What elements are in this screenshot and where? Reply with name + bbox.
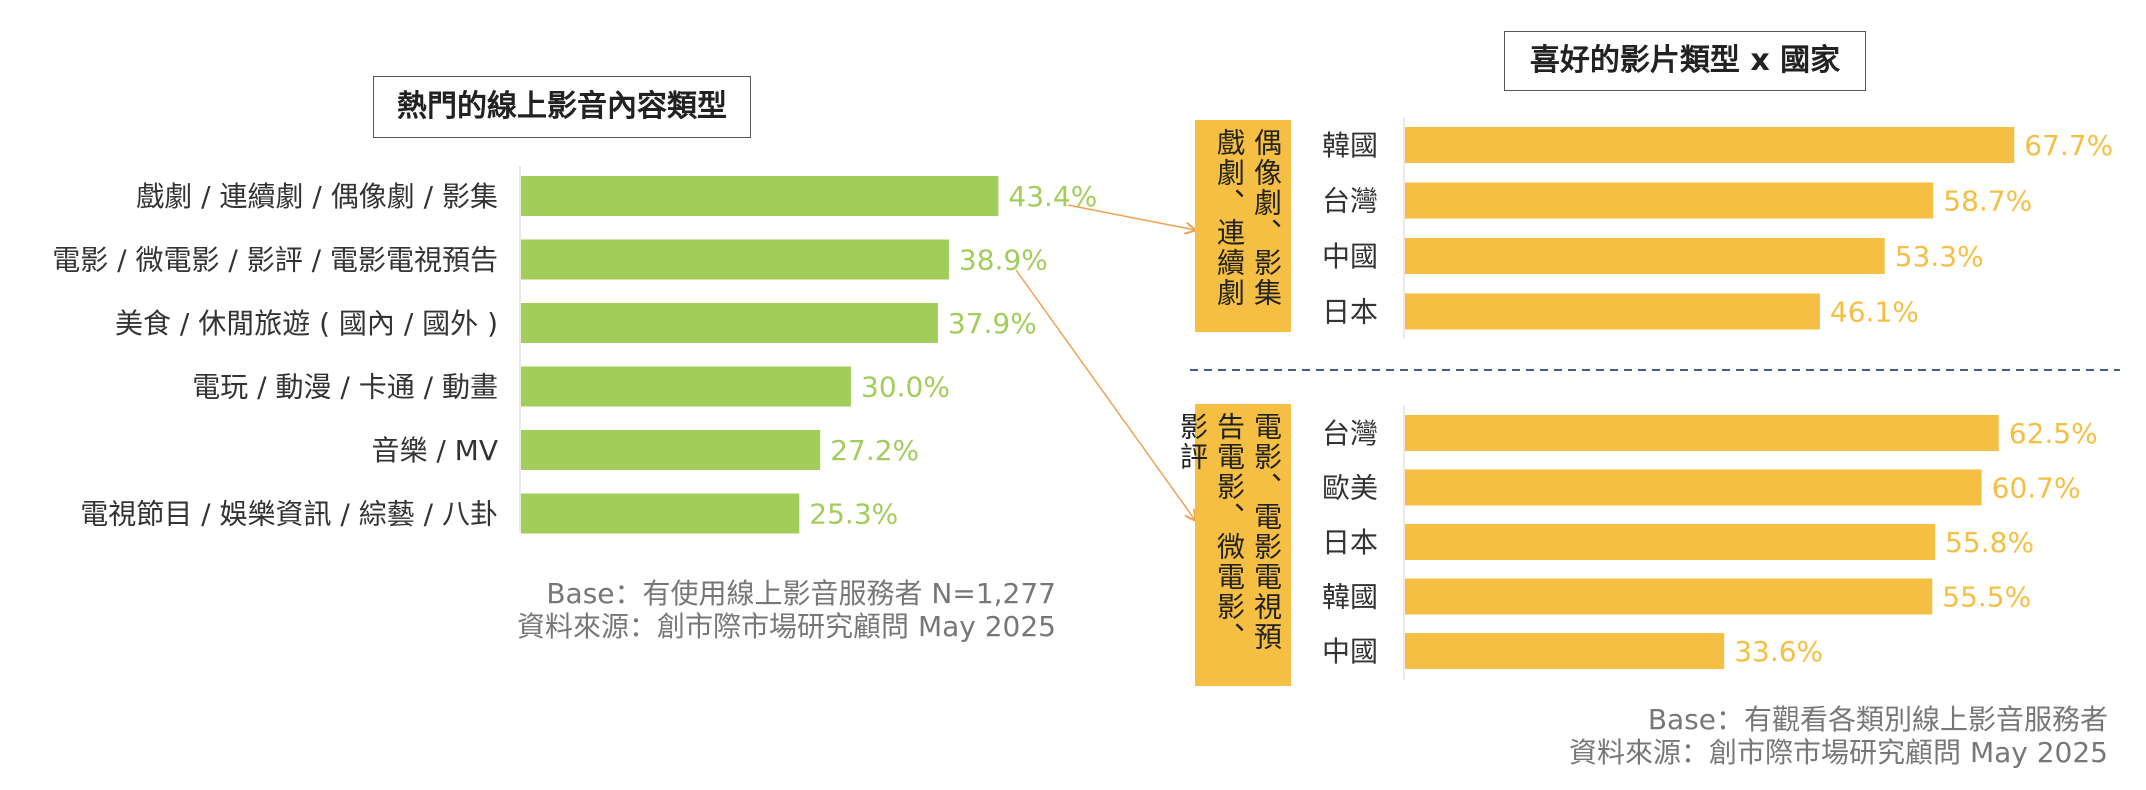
movie-bar <box>1405 469 1982 506</box>
left-bar <box>521 303 938 343</box>
movie-bar <box>1405 415 1999 451</box>
movie-bar <box>1405 633 1725 669</box>
left-bar <box>521 493 800 534</box>
group-label-drama: 偶像劇、影集戲劇、連續劇 <box>1195 120 1291 332</box>
left-category-label: 電視節目 / 娛樂資訊 / 綜藝 / 八卦 <box>80 498 498 531</box>
group-label-movie: 電影、電影電視預告電影、微電影、影評 <box>1176 404 1291 686</box>
movie-value-label: 55.5% <box>1942 581 2031 614</box>
drama-bar <box>1405 293 1820 330</box>
left-bar <box>521 366 851 407</box>
left-category-label: 美食 / 休閒旅遊 ( 國內 / 國外 ) <box>115 307 498 340</box>
connector-arrow-movie <box>1015 269 1195 520</box>
left-category-label: 電影 / 微電影 / 影評 / 電影電視預告 <box>52 244 498 277</box>
movie-bar <box>1405 524 1936 560</box>
drama-value-label: 53.3% <box>1895 240 1984 273</box>
drama-bar <box>1405 127 2015 163</box>
drama-category-label: 台灣 <box>1322 185 1378 218</box>
movie-category-label: 台灣 <box>1322 417 1378 450</box>
movie-value-label: 55.8% <box>1945 526 2034 559</box>
left-category-label: 音樂 / MV <box>371 434 498 467</box>
movie-value-label: 62.5% <box>2009 417 2098 450</box>
drama-bar <box>1405 182 1934 219</box>
left-chart-title: 熱門的線上影音內容類型 <box>373 76 751 138</box>
drama-value-label: 67.7% <box>2024 129 2113 162</box>
movie-bar <box>1405 578 1933 615</box>
connector-arrow-drama <box>1067 204 1195 230</box>
drama-category-label: 韓國 <box>1322 129 1378 162</box>
movie-category-label: 韓國 <box>1322 581 1378 614</box>
left-value-label: 30.0% <box>861 371 950 404</box>
left-source-note: 資料來源：創市際市場研究顧問 May 2025 <box>517 610 1056 643</box>
left-category-label: 電玩 / 動漫 / 卡通 / 動畫 <box>192 371 498 404</box>
left-bar <box>521 176 999 216</box>
movie-category-label: 日本 <box>1322 526 1378 559</box>
left-value-label: 38.9% <box>959 244 1048 277</box>
movie-value-label: 33.6% <box>1734 635 1823 668</box>
drama-category-label: 中國 <box>1322 240 1378 273</box>
left-value-label: 25.3% <box>809 498 898 531</box>
movie-category-label: 中國 <box>1322 635 1378 668</box>
left-category-label: 戲劇 / 連續劇 / 偶像劇 / 影集 <box>136 180 498 213</box>
right-bar-chart-drama: 韓國 67.7% 台灣 58.7% 中國 53.3% 日本 46.1% <box>1322 118 2113 338</box>
right-base-note: Base：有觀看各類別線上影音服務者 <box>1647 703 2108 736</box>
right-source-note: 資料來源：創市際市場研究顧問 May 2025 <box>1569 736 2108 769</box>
left-value-label: 37.9% <box>948 307 1037 340</box>
left-base-note: Base：有使用線上影音服務者 N=1,277 <box>546 577 1056 610</box>
left-bar <box>521 430 821 470</box>
right-chart-title: 喜好的影片類型 x 國家 <box>1504 31 1866 91</box>
movie-value-label: 60.7% <box>1992 472 2081 505</box>
drama-bar <box>1405 238 1885 274</box>
left-bar <box>521 239 949 280</box>
drama-value-label: 46.1% <box>1830 296 1919 329</box>
movie-category-label: 歐美 <box>1322 472 1378 505</box>
right-bar-chart-movie: 台灣 62.5% 歐美 60.7% 日本 55.8% 韓國 55.5% 中國 33.6% <box>1322 406 2098 680</box>
left-bar-chart: 戲劇 / 連續劇 / 偶像劇 / 影集 43.4%電影 / 微電影 / 影評 / … <box>52 166 1097 534</box>
drama-category-label: 日本 <box>1322 296 1378 329</box>
drama-value-label: 58.7% <box>1943 185 2032 218</box>
left-value-label: 27.2% <box>830 434 919 467</box>
